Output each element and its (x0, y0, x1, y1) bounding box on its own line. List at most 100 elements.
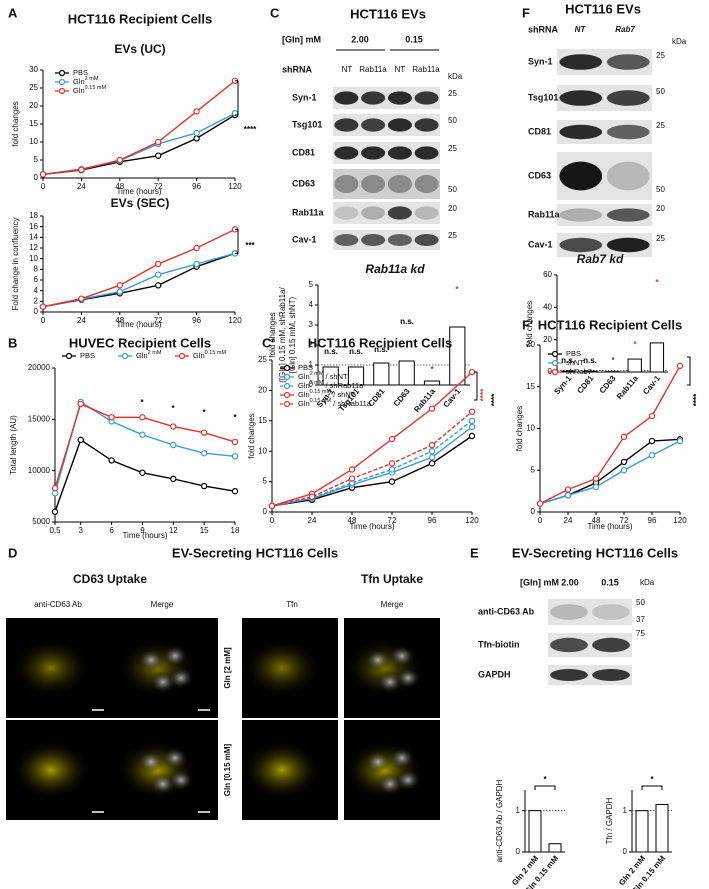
blot-band (387, 206, 412, 220)
data-point (648, 437, 656, 445)
panel-label: C (270, 5, 280, 20)
bar (627, 358, 642, 373)
chart-title: EVs (SEC) (111, 196, 170, 210)
blot-label: [Gln] mM (520, 577, 559, 587)
stain-label: Tfn (286, 600, 298, 609)
y-tick-label: 25 (29, 83, 38, 92)
data-point (428, 441, 436, 449)
row-label: Gln [0.15 mM] (223, 743, 232, 796)
y-tick-label: 10 (258, 446, 267, 455)
legend-marker (58, 87, 66, 95)
blot-label: 2.00 (351, 34, 369, 44)
lane-label: Rab7 (615, 25, 635, 34)
x-tick-label: 3 (78, 526, 83, 535)
x-tick-label: 15 (200, 526, 209, 535)
bar (528, 810, 542, 853)
significance-bracket (235, 80, 239, 116)
nucleus (138, 649, 164, 671)
x-tick-label: 0,5 (49, 526, 61, 535)
data-point (39, 171, 47, 178)
chart-heading: HUVEC Recipient Cells (69, 335, 211, 350)
data-point (468, 368, 476, 376)
annotation: n.s. (324, 347, 338, 356)
blot-band (334, 234, 359, 246)
blot-band (606, 237, 650, 253)
kda-label: kDa (672, 37, 687, 46)
kda-marker: 50 (656, 87, 665, 96)
kda-label: kDa (640, 578, 655, 587)
legend-superscript: 0.15 mM (205, 350, 227, 356)
x-axis-label: Time (hours) (349, 522, 394, 531)
annotation: * (171, 404, 175, 413)
legend-name: Gln (298, 381, 310, 390)
cell-signal (11, 740, 91, 800)
legend-suffix: / shRab11a (323, 381, 364, 390)
y-tick-label: 0 (34, 307, 39, 316)
y-axis-label: fold changes (11, 101, 20, 146)
legend-marker (551, 359, 559, 367)
y-tick-label: 5 (531, 465, 536, 474)
bar (373, 362, 390, 386)
y-tick-label: 10 (29, 254, 38, 263)
data-point (388, 478, 396, 485)
series-line (42, 228, 236, 308)
data-point (468, 417, 476, 424)
lane-label: Rab11a (359, 65, 387, 74)
panel-label: F′ (522, 317, 533, 332)
kda-marker: 25 (448, 231, 457, 240)
blot-row-label: Rab11a (292, 207, 325, 217)
y-tick-label: 14 (29, 232, 38, 241)
blot-band (559, 54, 603, 70)
chart-heading: HCT116 Recipient Cells (68, 11, 213, 26)
data-point (564, 492, 572, 499)
data-point (268, 502, 276, 510)
data-point (536, 500, 544, 507)
nucleus (168, 667, 194, 689)
legend-marker (551, 368, 559, 376)
blot-row-label: Rab11a (528, 209, 561, 219)
legend-superscript: 2 mM (148, 350, 162, 356)
data-point (193, 260, 200, 268)
kda-marker: 20 (448, 204, 457, 213)
data-point (170, 475, 177, 483)
blot-strip (333, 202, 440, 224)
x-tick-label: 48 (115, 182, 124, 191)
data-point (170, 441, 177, 449)
legend-marker (283, 373, 291, 381)
legend-marker (283, 391, 291, 399)
data-point (39, 303, 47, 310)
legend-marker (58, 69, 66, 77)
annotation: n.s. (349, 347, 363, 356)
legend-label: Gln0.15 mM (73, 85, 106, 95)
data-point (468, 432, 476, 440)
nucleus (138, 751, 164, 773)
y-tick-label: 3 (309, 320, 314, 329)
blot-row-label: CD81 (292, 147, 315, 157)
data-point (154, 152, 162, 159)
legend-label: shNT (566, 358, 584, 367)
blot-band (550, 604, 588, 620)
stain-label: Merge (381, 600, 404, 609)
y-tick-label: 1 (309, 360, 314, 369)
legend-marker (283, 400, 291, 408)
blot-band (559, 208, 603, 222)
data-point (139, 431, 146, 438)
blot-band (559, 237, 603, 253)
y-axis-label: Tfn / GAPDH (605, 797, 614, 844)
data-point (428, 460, 436, 467)
panel-subtitle: CD63 Uptake (73, 572, 147, 586)
legend-label: shRab7 (566, 367, 592, 376)
blot-band (414, 91, 439, 105)
legend-name: shRab7 (566, 367, 592, 376)
blot-band (592, 604, 630, 620)
significance-bracket (235, 228, 239, 254)
data-point (51, 490, 59, 497)
x-axis-label: Time (hours) (587, 522, 632, 531)
data-point (348, 466, 356, 473)
y-tick-label: 2 (34, 296, 39, 305)
x-tick-label: 72 (154, 182, 163, 191)
data-point (193, 108, 200, 115)
series-line (54, 438, 236, 512)
annotation: n.s. (561, 356, 575, 365)
data-point (676, 362, 684, 370)
